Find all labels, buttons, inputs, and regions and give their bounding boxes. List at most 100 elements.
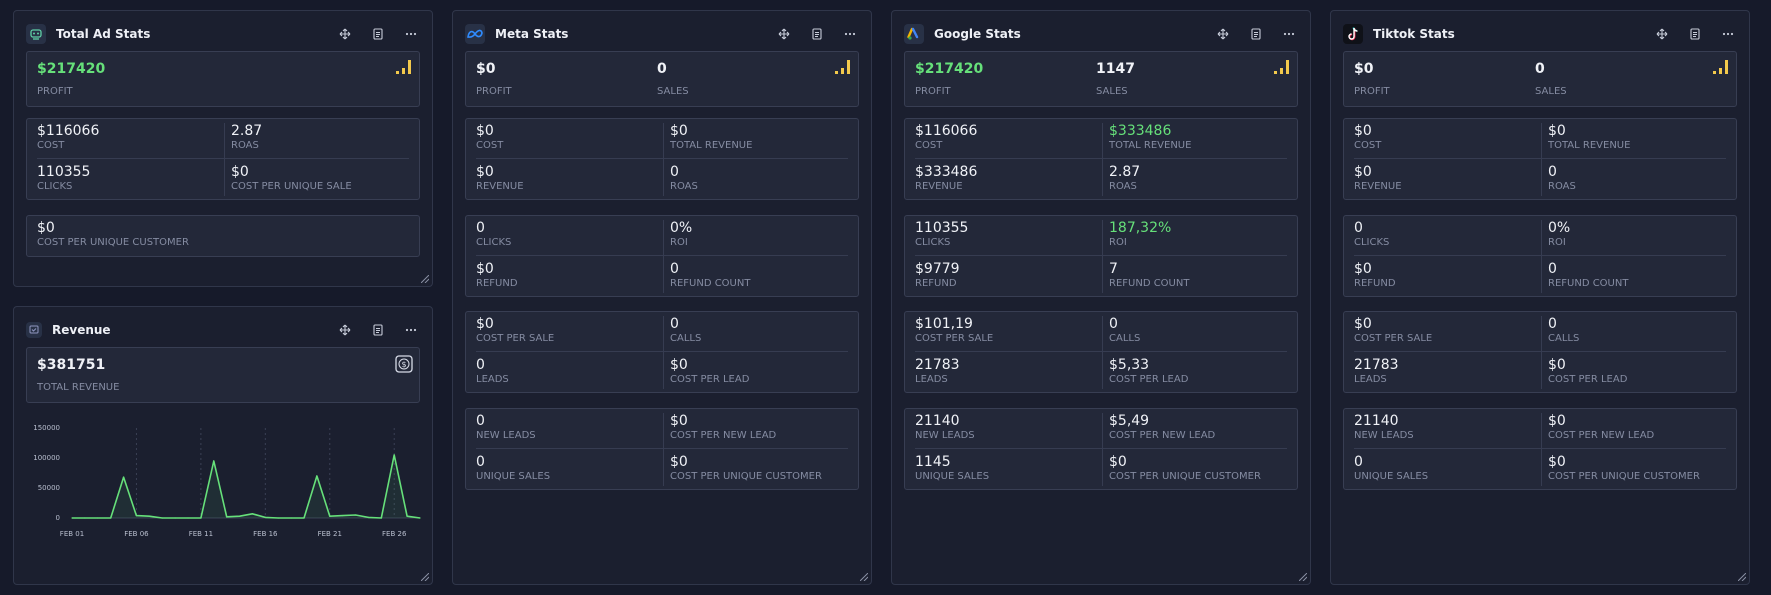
- calls-label: CALLS: [1109, 333, 1141, 344]
- cost-label: COST: [37, 140, 65, 151]
- x-tick-label: FEB 06: [124, 530, 149, 538]
- cpnl-label: COST PER NEW LEAD: [1109, 430, 1216, 441]
- profit-value: $0: [1354, 61, 1374, 77]
- roas-label: ROAS: [1548, 181, 1576, 192]
- data-point: [419, 517, 421, 519]
- cps-label: COST PER SALE: [1354, 333, 1433, 344]
- leads-value: 21783: [1354, 357, 1399, 373]
- document-icon[interactable]: [367, 319, 389, 341]
- clicks-label: CLICKS: [1354, 237, 1390, 248]
- new-leads-card: 21140 NEW LEADS $0 COST PER NEW LEAD 0 UNIQ…: [1343, 408, 1737, 490]
- cpuc-value: $0: [1548, 454, 1566, 470]
- cpnl-value: $5,49: [1109, 413, 1150, 429]
- cost-revenue-card: $0 COST $0 TOTAL REVENUE $0 REVENUE 0 ROAS: [1343, 118, 1737, 200]
- roas-value: 2.87: [231, 123, 263, 139]
- profit-sales-card: $217420 PROFIT 1147 SALES: [904, 51, 1298, 107]
- clicks-value: 0: [476, 220, 485, 236]
- sales-value: 0: [1535, 61, 1545, 77]
- cpl-label: COST PER LEAD: [670, 374, 750, 385]
- move-icon[interactable]: [334, 319, 356, 341]
- cpuc-card: $0 COST PER UNIQUE CUSTOMER: [26, 215, 420, 257]
- calls-value: 0: [670, 316, 679, 332]
- roas-label: ROAS: [231, 140, 259, 151]
- x-tick-label: FEB 16: [253, 530, 278, 538]
- cpuc-label: COST PER UNIQUE CUSTOMER: [1109, 471, 1261, 482]
- move-icon[interactable]: [1651, 23, 1673, 45]
- more-icon[interactable]: [1717, 23, 1739, 45]
- data-point: [226, 516, 228, 518]
- more-icon[interactable]: [839, 23, 861, 45]
- more-icon[interactable]: [400, 319, 422, 341]
- total-revenue-value: $0: [1548, 123, 1566, 139]
- move-icon[interactable]: [773, 23, 795, 45]
- panel-title: Total Ad Stats: [56, 27, 151, 41]
- sales-value: 1147: [1096, 61, 1135, 77]
- clicks-label: CLICKS: [915, 237, 951, 248]
- x-tick-label: FEB 01: [60, 530, 84, 538]
- new-leads-card: 0 NEW LEADS $0 COST PER NEW LEAD 0 UNIQUE S…: [465, 408, 859, 490]
- data-point: [148, 515, 150, 517]
- resize-handle[interactable]: [1738, 573, 1746, 581]
- data-point: [290, 517, 292, 519]
- roas-value: 0: [670, 164, 679, 180]
- clicks-label: CLICKS: [476, 237, 512, 248]
- roas-value: 2.87: [1109, 164, 1141, 180]
- leads-label: LEADS: [476, 374, 509, 385]
- cost-label: COST: [1354, 140, 1382, 151]
- resize-handle[interactable]: [421, 573, 429, 581]
- cost-per-unique-sale-label: COST PER UNIQUE SALE: [231, 181, 352, 192]
- refund-count-value: 0: [670, 261, 679, 277]
- panel-title: Meta Stats: [495, 27, 569, 41]
- refund-count-label: REFUND COUNT: [1548, 278, 1629, 289]
- cpl-value: $5,33: [1109, 357, 1150, 373]
- profit-label: PROFIT: [915, 86, 951, 97]
- calls-label: CALLS: [1548, 333, 1580, 344]
- cost-revenue-card: $0 COST $0 TOTAL REVENUE $0 REVENUE 0 ROAS: [465, 118, 859, 200]
- refund-label: REFUND: [1354, 278, 1396, 289]
- resize-handle[interactable]: [1299, 573, 1307, 581]
- refund-value: $0: [1354, 261, 1372, 277]
- new-leads-card: 21140 NEW LEADS $5,49 COST PER NEW LEAD 11…: [904, 408, 1298, 490]
- total-revenue-value: $0: [670, 123, 688, 139]
- resize-handle[interactable]: [860, 573, 868, 581]
- cpuc-label: COST PER UNIQUE CUSTOMER: [670, 471, 822, 482]
- data-point: [161, 517, 163, 519]
- cost-value: $116066: [915, 123, 978, 139]
- more-icon[interactable]: [1278, 23, 1300, 45]
- cpl-value: $0: [1548, 357, 1566, 373]
- document-icon[interactable]: [1684, 23, 1706, 45]
- sale-leads-card: $101,19 COST PER SALE 0 CALLS 21783 LEADS $…: [904, 311, 1298, 393]
- panel-title: Revenue: [52, 323, 111, 337]
- cpl-label: COST PER LEAD: [1548, 374, 1628, 385]
- x-tick-label: FEB 26: [382, 530, 407, 538]
- data-point: [406, 515, 408, 517]
- document-icon[interactable]: [806, 23, 828, 45]
- document-icon[interactable]: [367, 23, 389, 45]
- move-icon[interactable]: [334, 23, 356, 45]
- more-icon[interactable]: [400, 23, 422, 45]
- roas-label: ROAS: [670, 181, 698, 192]
- google-ads-logo-icon: [904, 24, 924, 44]
- sales-label: SALES: [1096, 86, 1128, 97]
- signal-icon: [1713, 60, 1728, 74]
- move-icon[interactable]: [1212, 23, 1234, 45]
- data-point: [367, 516, 370, 518]
- total-revenue-label: TOTAL REVENUE: [37, 382, 120, 393]
- data-point: [97, 517, 99, 519]
- cpuc-value: $0: [1109, 454, 1127, 470]
- ad-robot-icon: [26, 24, 46, 44]
- revenue-value: $333486: [915, 164, 978, 180]
- profit-sales-card: $0 PROFIT 0 SALES: [1343, 51, 1737, 107]
- revenue-chart: FEB 01 FEB 06 FEB 11 FEB 16 FEB 21 FEB 26 0 500…: [24, 418, 422, 540]
- profit-value: $217420: [915, 61, 984, 77]
- refund-label: REFUND: [915, 278, 957, 289]
- document-icon[interactable]: [1245, 23, 1267, 45]
- cost-value: $0: [476, 123, 494, 139]
- series-line: [72, 454, 421, 519]
- total-revenue-value: $333486: [1109, 123, 1172, 139]
- data-point: [213, 460, 215, 462]
- unique-sales-label: UNIQUE SALES: [915, 471, 990, 482]
- calls-label: CALLS: [670, 333, 702, 344]
- signal-icon: [835, 60, 850, 74]
- resize-handle[interactable]: [421, 275, 429, 283]
